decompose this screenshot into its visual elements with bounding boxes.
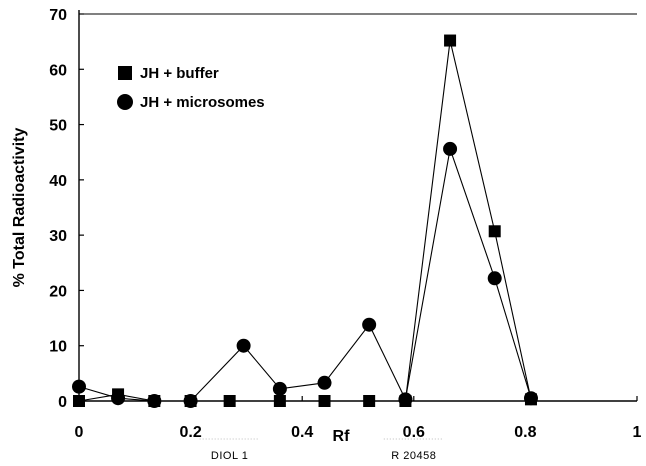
y-tick-label: 30 (49, 228, 67, 245)
y-tick-label: 0 (58, 394, 67, 411)
x-tick-label: 0.6 (403, 424, 425, 441)
data-point-circle (147, 394, 162, 408)
y-tick-label: 60 (49, 62, 67, 79)
data-point-square (444, 34, 457, 47)
data-point-square (363, 395, 376, 407)
data-point-circle (111, 391, 126, 406)
data-point-circle (72, 379, 86, 394)
data-point-circle (317, 375, 332, 390)
data-point-square (273, 395, 286, 407)
data-point-square (318, 395, 331, 407)
x-tick-label: 0.8 (514, 424, 536, 441)
x-tick-label: 0 (75, 424, 84, 441)
series-square (73, 34, 537, 407)
data-point-square (223, 395, 236, 407)
x-tick-label: 0.4 (291, 424, 313, 441)
x-axis-title: Rf (333, 428, 351, 445)
annotations: DIOL 1 R 20458 (199, 438, 444, 462)
data-point-circle (272, 381, 287, 396)
legend-label: JH + microsomes (140, 94, 265, 111)
x-tick-label: 1 (633, 424, 642, 441)
series-layer (72, 34, 538, 408)
y-tick-label: 20 (49, 283, 67, 300)
legend-marker-circle (117, 94, 133, 110)
legend-label: JH + buffer (140, 65, 219, 82)
data-point-circle (362, 317, 377, 332)
data-point-circle (443, 141, 458, 156)
y-axis: 0 10 20 30 40 50 60 70 (49, 7, 637, 411)
legend-marker-square (118, 66, 132, 80)
data-point-circle (523, 391, 538, 406)
data-point-square (73, 395, 85, 407)
series-line (78, 146, 532, 402)
series-circle (72, 141, 538, 408)
data-point-circle (398, 392, 413, 407)
y-tick-label: 70 (49, 7, 67, 24)
data-point-square (488, 225, 501, 238)
annotation-label: DIOL 1 (211, 450, 248, 462)
y-tick-label: 10 (49, 339, 67, 356)
data-point-circle (183, 394, 198, 408)
annotation-label: R 20458 (391, 450, 436, 462)
y-axis-title: % Total Radioactivity (11, 128, 28, 288)
y-tick-label: 50 (49, 118, 67, 135)
x-tick-label: 0.2 (179, 424, 201, 441)
data-point-circle (487, 271, 502, 286)
data-point-circle (236, 338, 251, 353)
legend: JH + buffer JH + microsomes (117, 65, 265, 111)
y-tick-label: 40 (49, 173, 67, 190)
